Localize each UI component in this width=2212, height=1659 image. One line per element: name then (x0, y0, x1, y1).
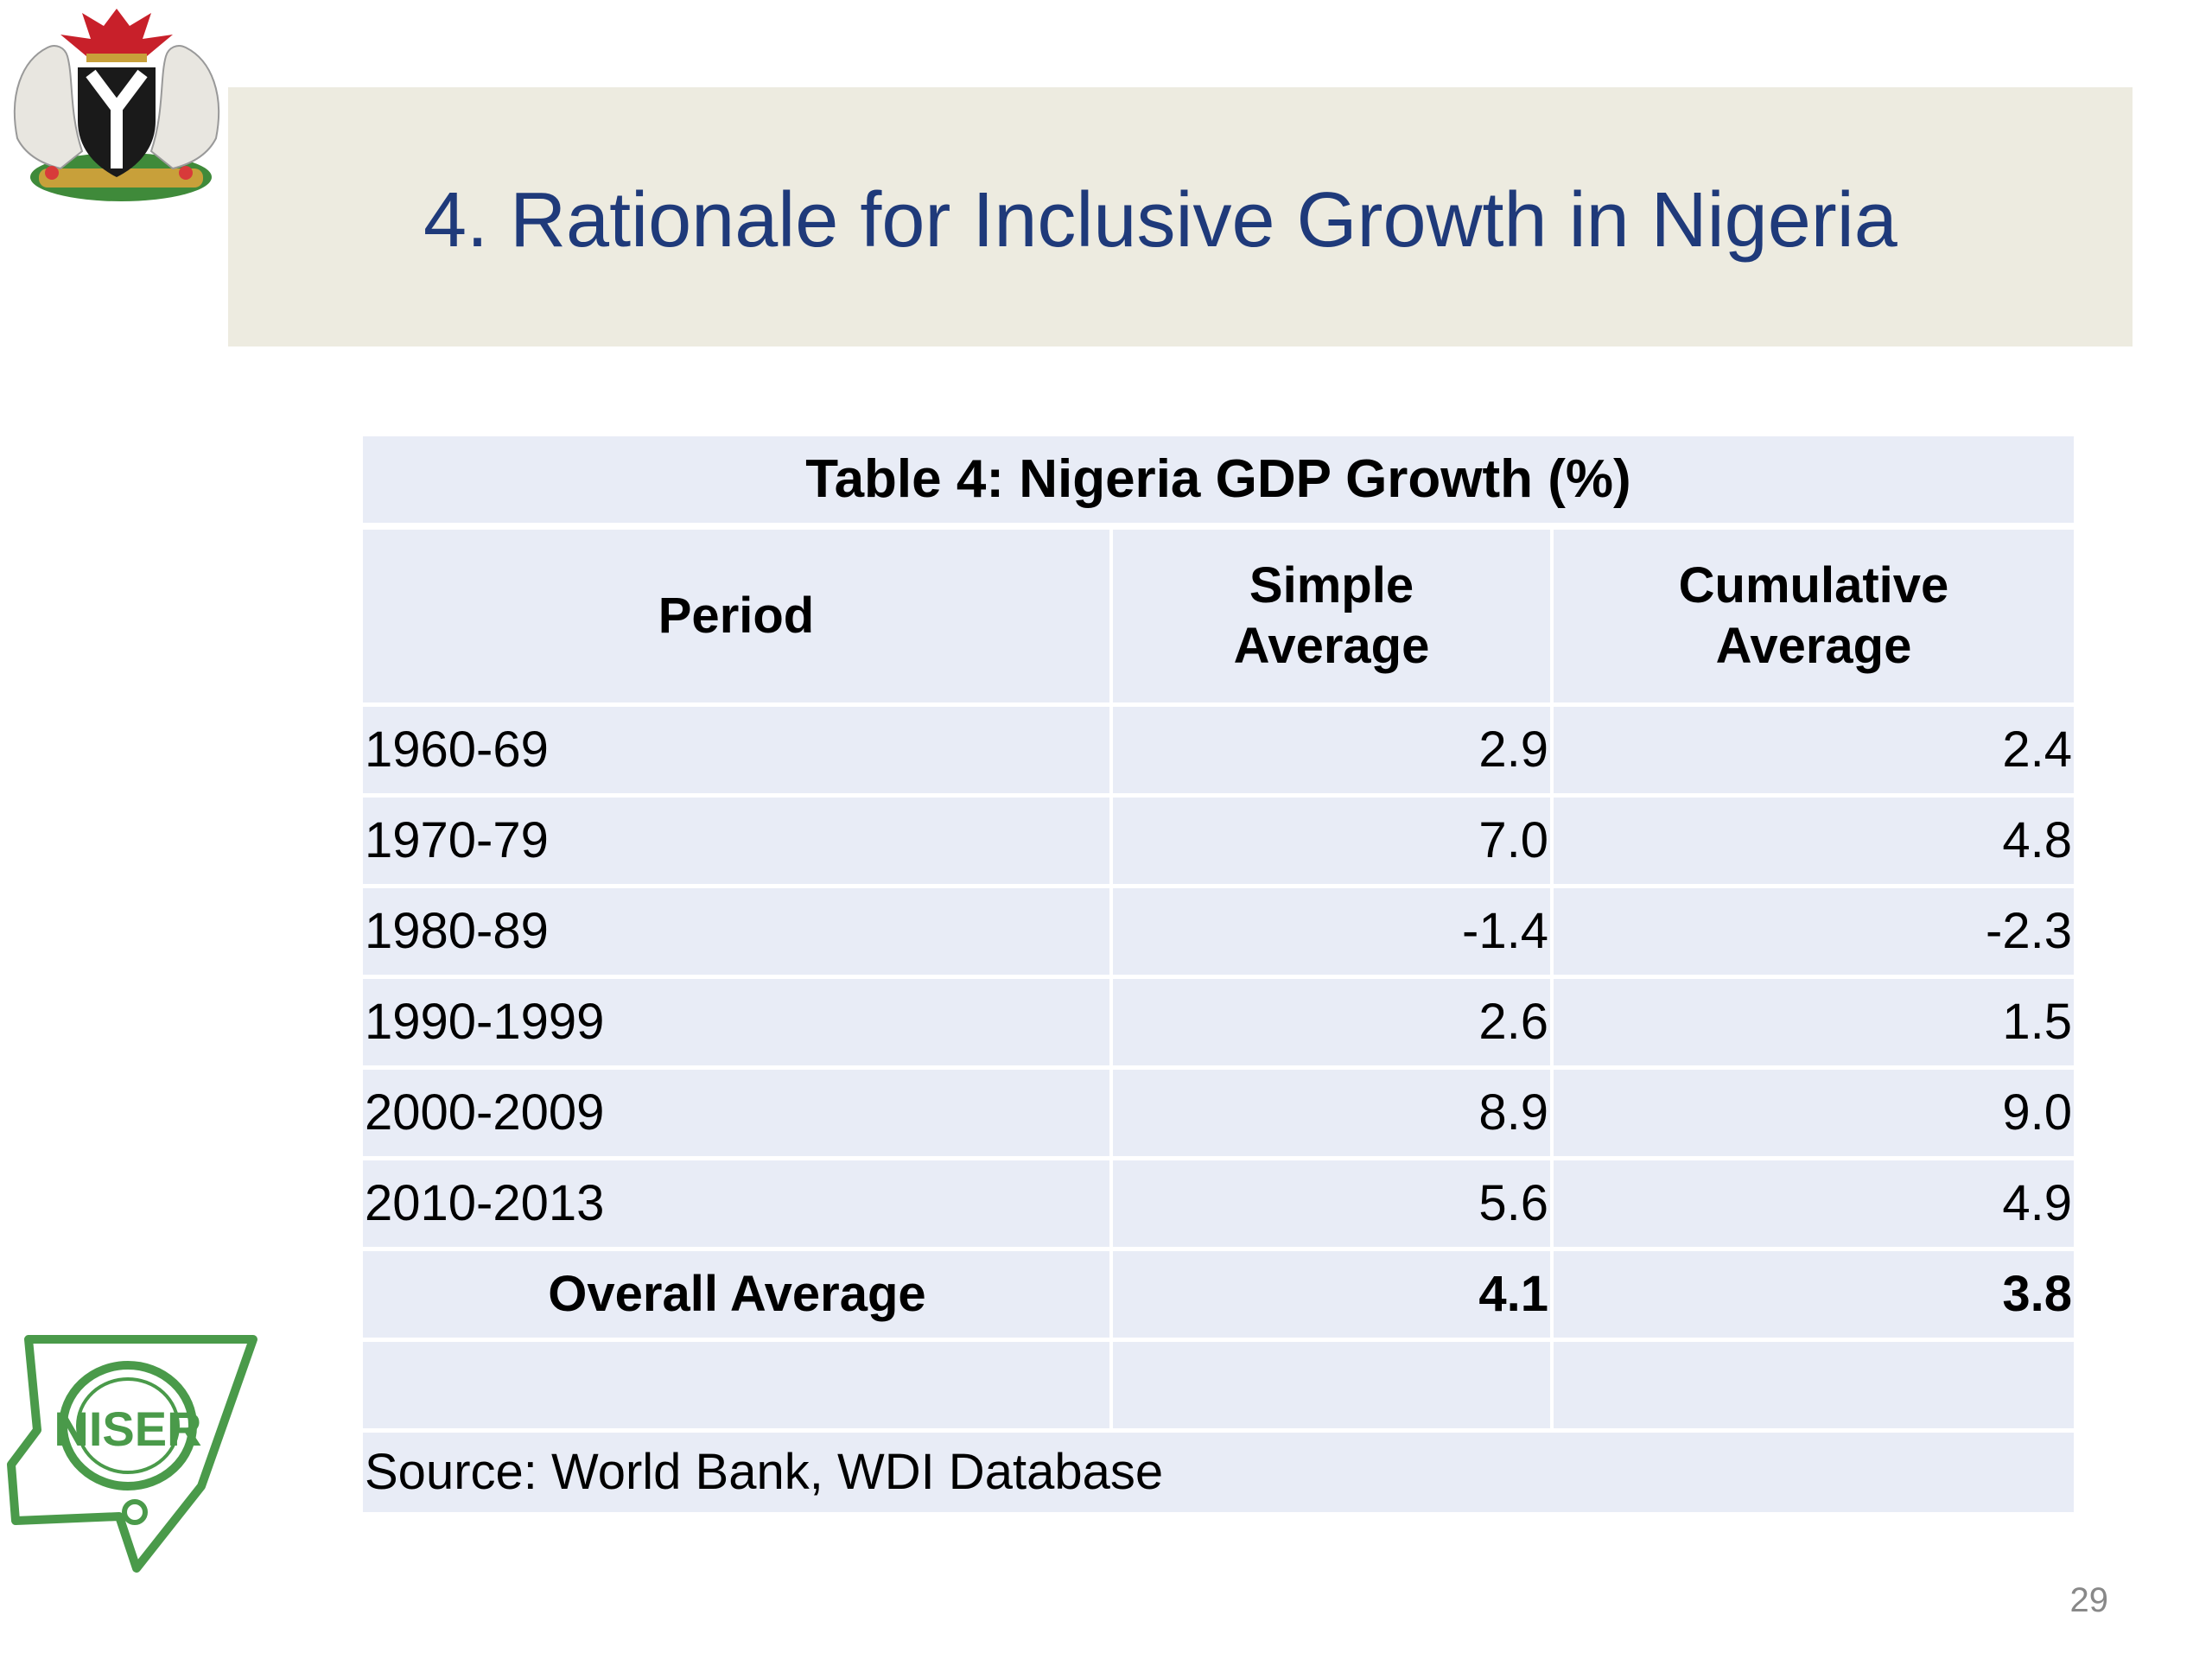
table-row-period: 1980-89 (363, 888, 1109, 975)
table-row-cumulative: 4.9 (1554, 1160, 2074, 1247)
header-cumulative-line2: Average (1715, 618, 1912, 674)
title-band (228, 87, 2133, 346)
table-row-cumulative: -2.3 (1554, 888, 2074, 975)
niser-logo-text: NISER (54, 1402, 201, 1456)
table-row-cumulative: 2.4 (1554, 707, 2074, 793)
header-period-label: Period (658, 588, 815, 644)
coat-of-arms-icon (14, 9, 219, 201)
overall-cumulative-average: 3.8 (1554, 1251, 2074, 1338)
header-cumulative-average: Cumulative Average (1554, 530, 2074, 702)
page-number: 29 (2069, 1581, 2109, 1619)
empty-cell (363, 1342, 1109, 1428)
table-row-period: 1970-79 (363, 798, 1109, 884)
header-simple-line2: Average (1233, 618, 1430, 674)
table-row-simple: 5.6 (1113, 1160, 1550, 1247)
table-row-cumulative: 9.0 (1554, 1070, 2074, 1156)
empty-cell (1554, 1342, 2074, 1428)
niser-logo-icon: NISER (7, 1335, 257, 1573)
table-row-cumulative: 4.8 (1554, 798, 2074, 884)
table-row-period: 2000-2009 (363, 1070, 1109, 1156)
overall-simple-average: 4.1 (1113, 1251, 1550, 1338)
table-caption: Table 4: Nigeria GDP Growth (%) (363, 436, 2074, 523)
header-simple-line1: Simple (1249, 557, 1414, 613)
header-period: Period (363, 530, 1109, 702)
table-row-period: 2010-2013 (363, 1160, 1109, 1247)
table-row-simple: 2.9 (1113, 707, 1550, 793)
overall-average-label: Overall Average (363, 1251, 1109, 1338)
table-row-simple: 7.0 (1113, 798, 1550, 884)
table-row-simple: -1.4 (1113, 888, 1550, 975)
slide-title: 4. Rationale for Inclusive Growth in Nig… (423, 177, 1897, 264)
header-simple-average: Simple Average (1113, 530, 1550, 702)
empty-cell (1113, 1342, 1550, 1428)
header-cumulative-line1: Cumulative (1678, 557, 1949, 613)
table-row-period: 1990-1999 (363, 979, 1109, 1065)
table-source: Source: World Bank, WDI Database (363, 1433, 2074, 1512)
table-row-cumulative: 1.5 (1554, 979, 2074, 1065)
table-row-simple: 2.6 (1113, 979, 1550, 1065)
table-row-simple: 8.9 (1113, 1070, 1550, 1156)
table-row-period: 1960-69 (363, 707, 1109, 793)
